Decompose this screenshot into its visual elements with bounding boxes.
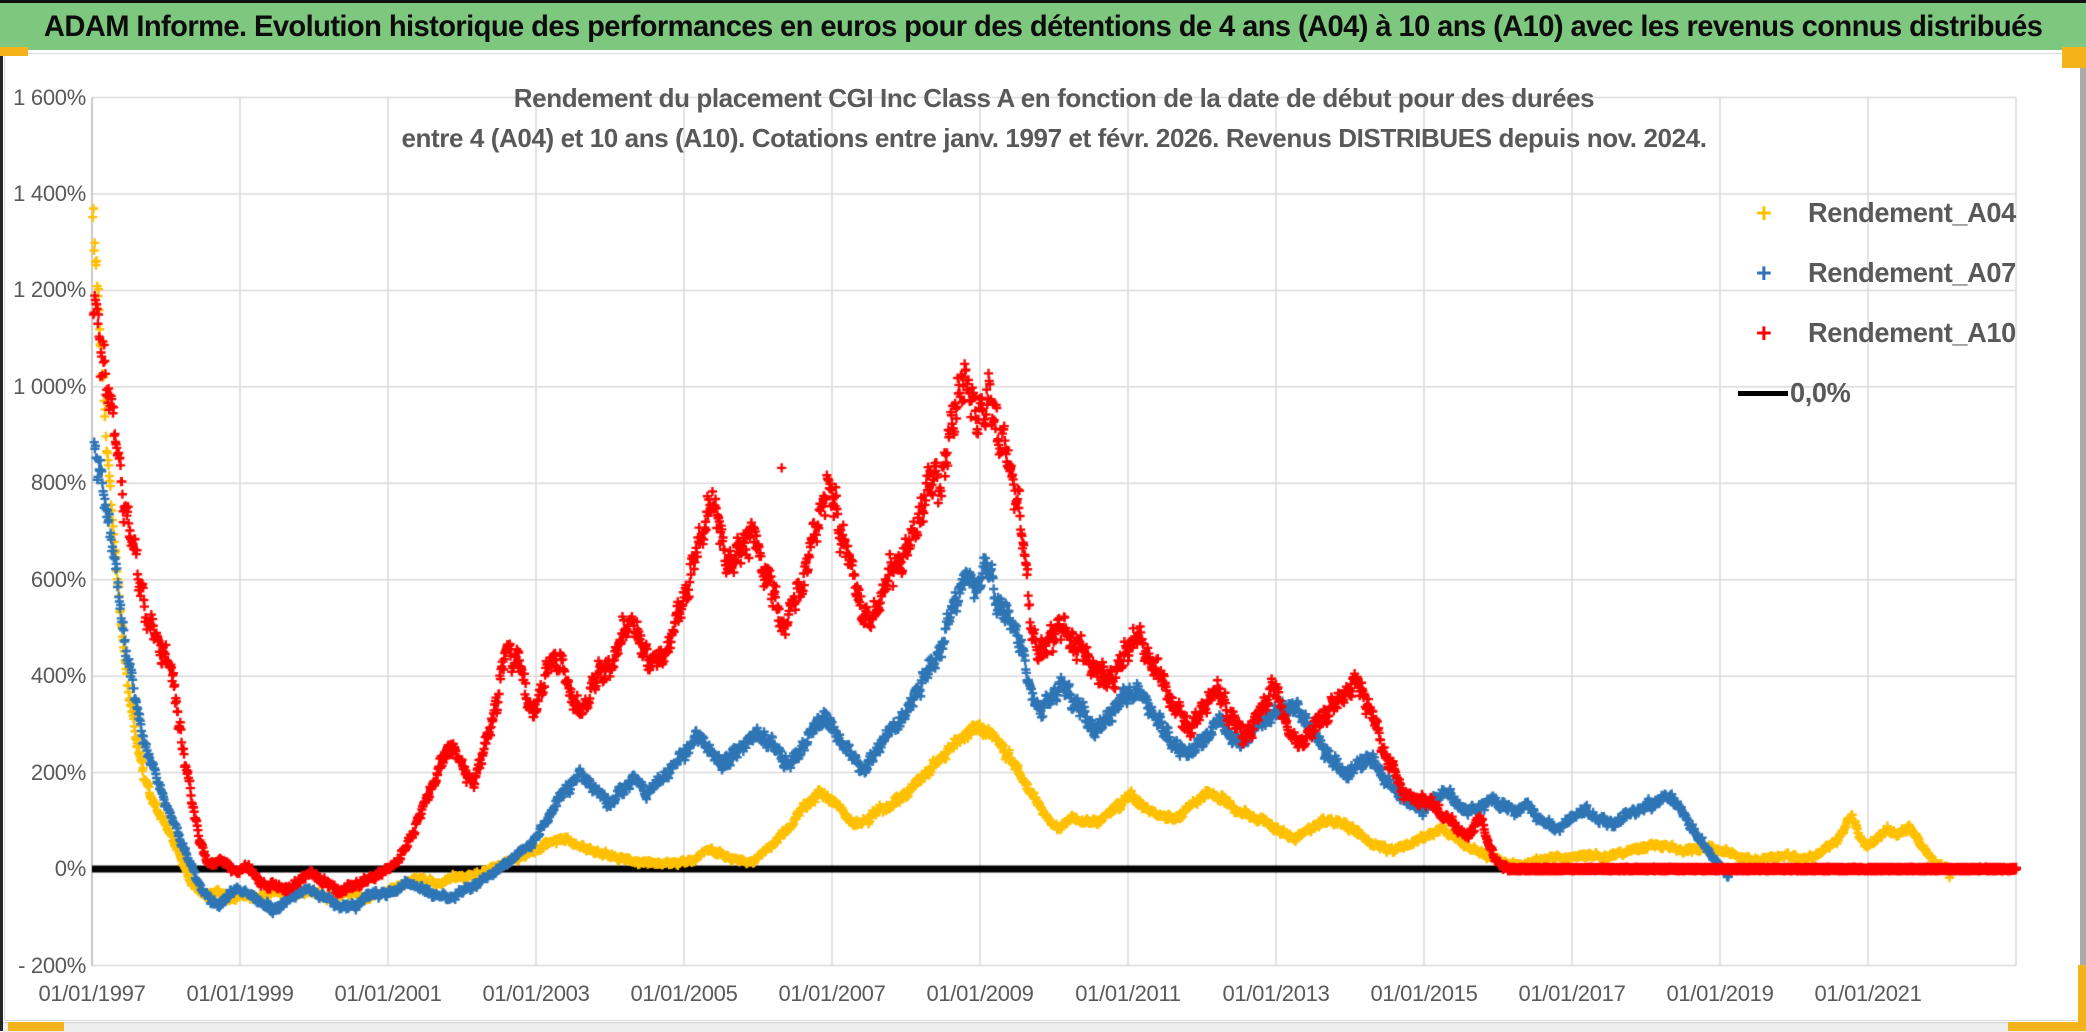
bottom-accent-left xyxy=(8,1022,64,1031)
y-axis-tick-label: 1 000% xyxy=(13,373,86,399)
legend-item-zero-line[interactable]: 0,0% xyxy=(1738,363,2038,423)
y-axis-tick-label: 200% xyxy=(30,759,86,785)
y-axis-tick-label: 1 200% xyxy=(13,277,86,303)
x-axis-tick-label: 01/01/2003 xyxy=(482,981,590,1006)
zero-line-icon xyxy=(1738,390,1788,396)
x-axis-tick-label: 01/01/2011 xyxy=(1075,981,1181,1006)
chart-title-line2: entre 4 (A04) et 10 ans (A10). Cotations… xyxy=(401,123,1707,153)
chart-title-line1: Rendement du placement CGI Inc Class A e… xyxy=(513,83,1595,113)
x-axis-tick-label: 01/01/2005 xyxy=(630,981,738,1006)
y-axis-tick-label: 1 600% xyxy=(13,84,86,110)
legend-label: Rendement_A04 xyxy=(1808,197,2016,228)
legend-label: 0,0% xyxy=(1790,377,1851,408)
legend-item-a10[interactable]: + Rendement_A10 xyxy=(1738,303,2038,363)
x-axis-tick-label: 01/01/2007 xyxy=(778,981,886,1006)
x-axis-tick-label: 01/01/1997 xyxy=(38,981,146,1006)
corner-accent-top-left xyxy=(0,47,28,56)
bottom-accent-right xyxy=(2008,1022,2086,1031)
plus-marker-icon: + xyxy=(1756,197,1772,228)
y-axis-tick-label: 800% xyxy=(30,470,86,496)
legend: + Rendement_A04 + Rendement_A07 + Rendem… xyxy=(1738,183,2038,423)
x-axis-tick-label: 01/01/2015 xyxy=(1370,981,1478,1006)
x-axis-tick-label: 01/01/2021 xyxy=(1814,981,1922,1006)
bottom-edge-strip xyxy=(3,1022,2086,1032)
plus-marker-icon: + xyxy=(1756,317,1772,348)
x-axis-tick-label: 01/01/2013 xyxy=(1222,981,1330,1006)
y-axis-tick-label: 1 400% xyxy=(13,180,86,206)
legend-item-a04[interactable]: + Rendement_A04 xyxy=(1738,183,2038,243)
x-axis-tick-label: 01/01/2019 xyxy=(1666,981,1774,1006)
legend-label: Rendement_A10 xyxy=(1808,317,2016,348)
x-axis-tick-label: 01/01/1999 xyxy=(186,981,294,1006)
corner-accent-top-right xyxy=(2062,47,2086,68)
plus-marker-icon: + xyxy=(1756,257,1772,288)
legend-label: Rendement_A07 xyxy=(1808,257,2016,288)
x-axis-tick-label: 01/01/2017 xyxy=(1518,981,1626,1006)
y-axis-tick-label: 0% xyxy=(54,856,87,882)
right-edge-border xyxy=(2080,68,2086,965)
x-axis-tick-label: 01/01/2009 xyxy=(926,981,1034,1006)
right-accent-strip xyxy=(2078,965,2086,1031)
y-axis-tick-label: 400% xyxy=(30,663,86,689)
x-axis-tick-label: 01/01/2001 xyxy=(334,981,442,1006)
y-axis-tick-label: - 200% xyxy=(18,952,86,978)
y-axis-tick-label: 600% xyxy=(30,566,86,592)
legend-item-a07[interactable]: + Rendement_A07 xyxy=(1738,243,2038,303)
chart-title: Rendement du placement CGI Inc Class A e… xyxy=(92,78,2016,158)
